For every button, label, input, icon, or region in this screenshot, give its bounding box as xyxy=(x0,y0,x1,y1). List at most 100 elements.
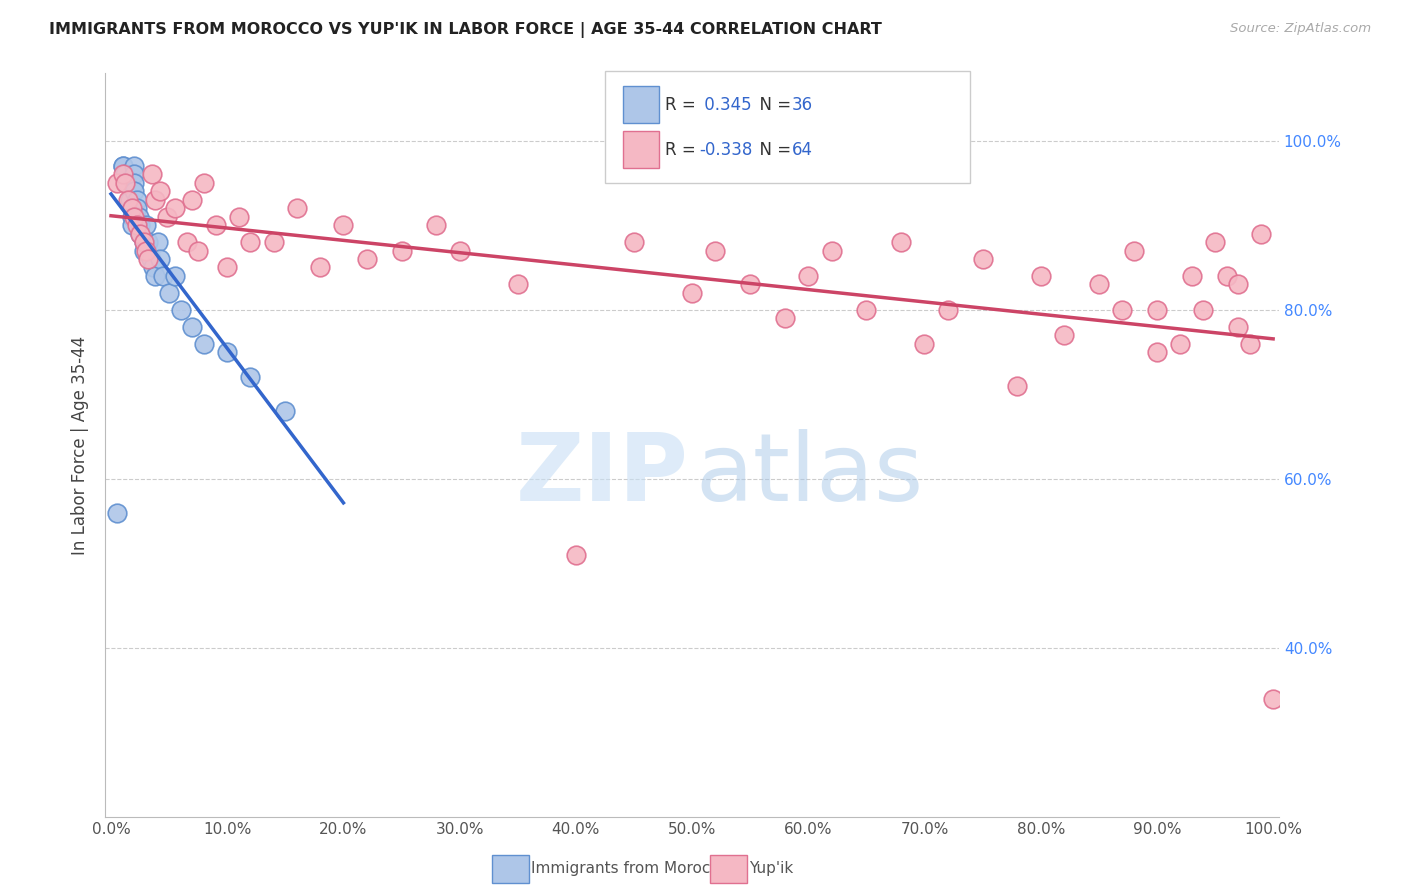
Point xyxy=(285,201,308,215)
Point xyxy=(176,235,198,249)
Point xyxy=(139,252,162,266)
Point xyxy=(163,268,186,283)
Point xyxy=(121,201,143,215)
Point xyxy=(136,235,159,249)
Point xyxy=(149,252,172,266)
Point xyxy=(193,336,215,351)
Point xyxy=(181,319,204,334)
Point xyxy=(356,252,378,266)
Point xyxy=(105,176,128,190)
Point xyxy=(146,235,169,249)
Point xyxy=(193,176,215,190)
Point xyxy=(217,260,239,275)
Text: Immigrants from Morocco: Immigrants from Morocco xyxy=(531,862,728,876)
Point xyxy=(121,201,143,215)
Point xyxy=(143,193,166,207)
Point xyxy=(187,244,209,258)
Point xyxy=(128,210,150,224)
Point xyxy=(1192,302,1215,317)
Text: atlas: atlas xyxy=(696,429,924,521)
Point xyxy=(122,168,145,182)
Text: 64: 64 xyxy=(792,141,813,159)
Point xyxy=(1227,277,1250,292)
Point xyxy=(1146,302,1168,317)
Point xyxy=(704,244,727,258)
Point xyxy=(1168,336,1191,351)
Point xyxy=(163,201,186,215)
Point xyxy=(1111,302,1133,317)
Point xyxy=(1181,268,1204,283)
Point xyxy=(105,506,128,520)
Point xyxy=(136,252,159,266)
Point xyxy=(135,244,157,258)
Point xyxy=(111,159,134,173)
Point xyxy=(391,244,413,258)
Point xyxy=(1088,277,1111,292)
Point xyxy=(1204,235,1226,249)
Point xyxy=(309,260,332,275)
Point xyxy=(114,168,136,182)
Point xyxy=(740,277,762,292)
Point xyxy=(1250,227,1272,241)
Point xyxy=(125,193,148,207)
Point xyxy=(111,168,134,182)
Text: Yup'ik: Yup'ik xyxy=(749,862,793,876)
Text: 0.345: 0.345 xyxy=(699,95,751,113)
Point xyxy=(1239,336,1261,351)
Point xyxy=(156,210,179,224)
Point xyxy=(773,311,796,326)
Text: R =: R = xyxy=(665,141,702,159)
Text: N =: N = xyxy=(749,141,797,159)
Point xyxy=(122,210,145,224)
Point xyxy=(114,176,136,190)
Text: R =: R = xyxy=(665,95,702,113)
Point xyxy=(132,244,155,258)
Point xyxy=(914,336,936,351)
Point xyxy=(157,285,180,300)
Point xyxy=(274,404,297,418)
Text: N =: N = xyxy=(749,95,797,113)
Text: IMMIGRANTS FROM MOROCCO VS YUP'IK IN LABOR FORCE | AGE 35-44 CORRELATION CHART: IMMIGRANTS FROM MOROCCO VS YUP'IK IN LAB… xyxy=(49,22,882,38)
Point xyxy=(129,227,152,241)
Point xyxy=(936,302,959,317)
Point xyxy=(1227,319,1250,334)
Point xyxy=(132,235,155,249)
Point xyxy=(170,302,193,317)
Text: ZIP: ZIP xyxy=(516,429,689,521)
Point xyxy=(118,193,141,207)
Point xyxy=(228,210,250,224)
Point xyxy=(239,235,262,249)
Text: Source: ZipAtlas.com: Source: ZipAtlas.com xyxy=(1230,22,1371,36)
Point xyxy=(142,260,165,275)
Point xyxy=(820,244,842,258)
Point xyxy=(972,252,994,266)
Point xyxy=(239,370,262,384)
Point xyxy=(117,193,139,207)
Point xyxy=(122,159,145,173)
Point xyxy=(152,268,174,283)
Point xyxy=(125,201,148,215)
Point xyxy=(890,235,912,249)
Point xyxy=(122,185,145,199)
Point xyxy=(681,285,703,300)
Point xyxy=(141,168,163,182)
Point xyxy=(797,268,820,283)
Point xyxy=(1261,691,1284,706)
Point xyxy=(1007,379,1029,393)
Point xyxy=(122,176,145,190)
Point xyxy=(1122,244,1144,258)
Point xyxy=(332,218,354,232)
Point xyxy=(117,176,139,190)
Point xyxy=(565,548,588,562)
Point xyxy=(263,235,285,249)
Point xyxy=(143,268,166,283)
Point xyxy=(204,218,226,232)
Y-axis label: In Labor Force | Age 35-44: In Labor Force | Age 35-44 xyxy=(72,335,89,555)
Point xyxy=(1215,268,1237,283)
Point xyxy=(623,235,645,249)
Text: -0.338: -0.338 xyxy=(699,141,752,159)
Point xyxy=(121,218,143,232)
Point xyxy=(181,193,204,207)
Point xyxy=(506,277,529,292)
Point xyxy=(132,235,155,249)
